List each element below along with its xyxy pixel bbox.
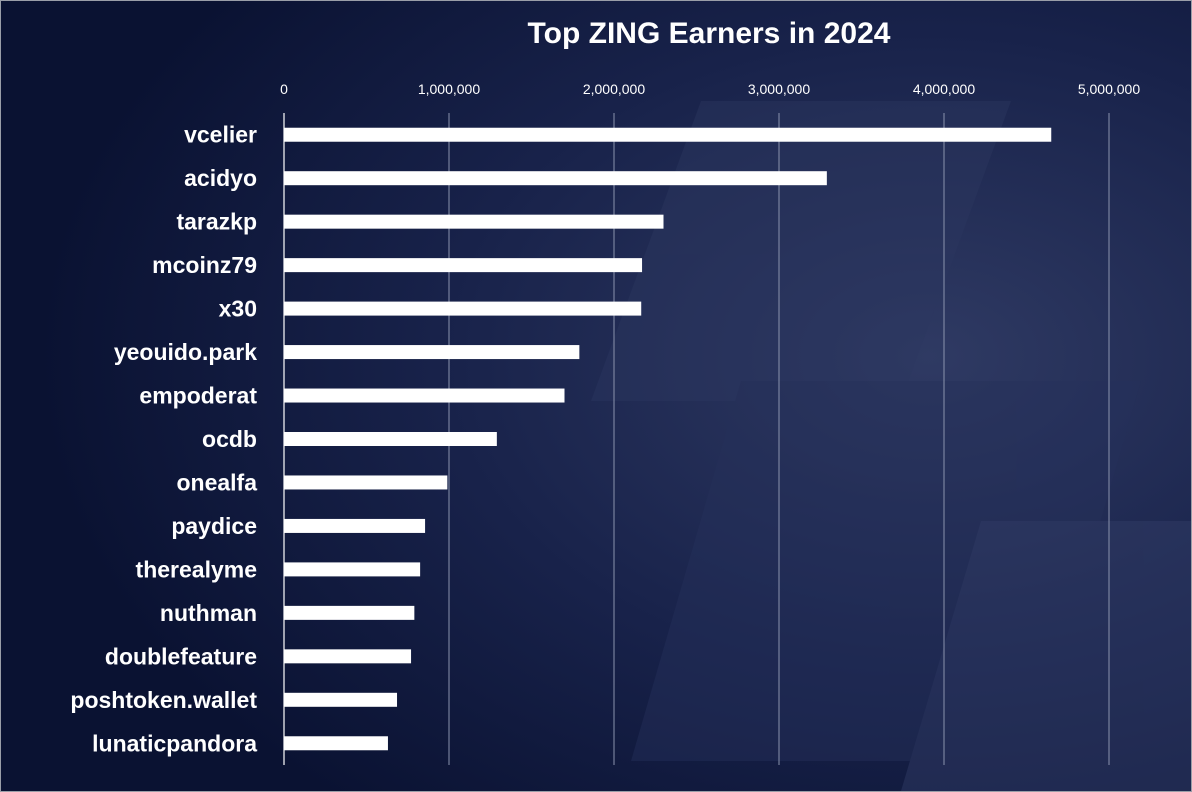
category-label: ocdb bbox=[202, 426, 257, 452]
bar bbox=[284, 388, 565, 403]
x-tick-label: 4,000,000 bbox=[913, 81, 975, 97]
x-tick-label: 1,000,000 bbox=[418, 81, 480, 97]
bar bbox=[284, 562, 421, 577]
bar bbox=[284, 258, 643, 273]
x-tick-label: 3,000,000 bbox=[748, 81, 810, 97]
x-tick-labels: 0 1,000,000 2,000,000 3,000,000 4,000,000 5,0… bbox=[280, 81, 1140, 97]
bar bbox=[284, 518, 426, 533]
category-label: yeouido.park bbox=[114, 339, 257, 365]
chart-title: Top ZING Earners in 2024 bbox=[528, 17, 891, 50]
bar bbox=[284, 692, 398, 707]
bar bbox=[284, 214, 664, 229]
category-label: empoderat bbox=[139, 383, 257, 409]
bar bbox=[284, 649, 412, 664]
bar bbox=[284, 605, 415, 620]
bar bbox=[284, 736, 388, 751]
x-tick-label: 2,000,000 bbox=[583, 81, 645, 97]
bar bbox=[284, 301, 642, 316]
bar bbox=[284, 171, 827, 186]
x-tick-label: 5,000,000 bbox=[1078, 81, 1140, 97]
category-label: acidyo bbox=[184, 165, 257, 191]
category-label: doublefeature bbox=[105, 643, 257, 669]
category-label: onealfa bbox=[176, 469, 257, 495]
category-label: therealyme bbox=[136, 556, 257, 582]
category-label: tarazkp bbox=[176, 209, 257, 235]
bar bbox=[284, 345, 580, 360]
bar bbox=[284, 127, 1052, 142]
category-label: nuthman bbox=[160, 600, 257, 626]
category-label: x30 bbox=[219, 296, 257, 322]
category-label: vcelier bbox=[184, 122, 257, 148]
background-decoration bbox=[591, 101, 1191, 791]
category-label: poshtoken.wallet bbox=[70, 687, 257, 713]
bars bbox=[284, 127, 1052, 751]
x-tick-label: 0 bbox=[280, 81, 288, 97]
bar bbox=[284, 432, 497, 446]
category-label: lunaticpandora bbox=[92, 730, 257, 756]
category-label: paydice bbox=[171, 513, 257, 539]
category-label: mcoinz79 bbox=[152, 252, 257, 278]
bar bbox=[284, 475, 448, 490]
category-labels: vcelier acidyo tarazkp mcoinz79 x30 yeouido.p… bbox=[70, 122, 257, 757]
